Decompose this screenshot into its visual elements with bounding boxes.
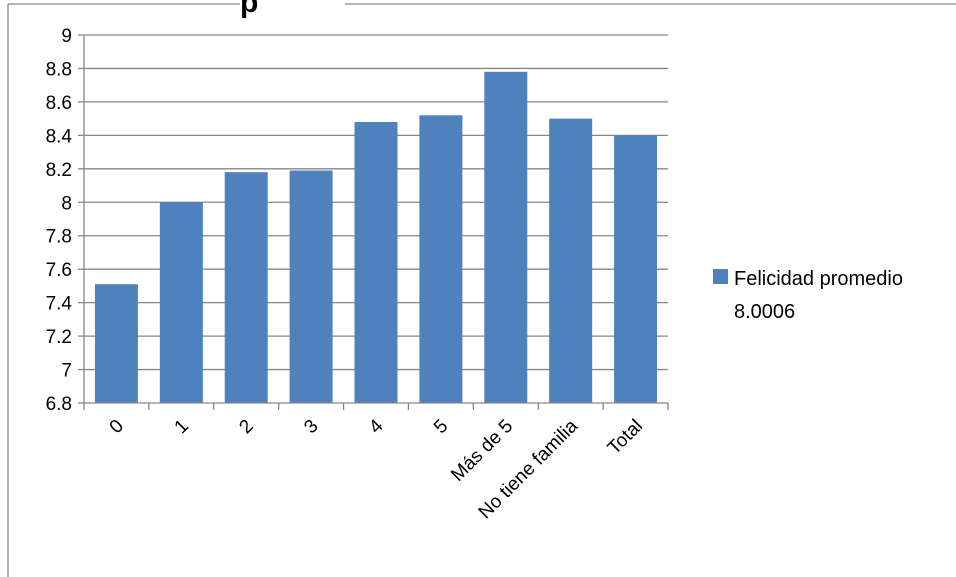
chart-frame [7,3,956,577]
x-category-label: 4 [365,415,388,438]
y-tick-label: 8.4 [46,126,73,147]
y-tick-label: 7.8 [46,227,72,248]
y-tick-label: 8.2 [46,160,72,181]
bar [94,284,138,403]
bar [224,172,268,403]
chart-title-fragment: p [240,0,258,19]
y-tick-label: 7.6 [46,260,72,281]
y-tick-label: 9 [61,26,72,47]
legend: Felicidad promedio 8.0006 [713,268,903,323]
y-tick-label: 7 [61,361,72,382]
x-category-label: 0 [106,416,128,438]
y-tick-label: 8 [61,193,72,214]
x-category-label: 2 [235,416,257,438]
bar [289,170,333,403]
x-category-label: 1 [171,416,193,438]
y-tick-label: 8.6 [46,93,72,114]
x-category-label: Total [604,416,647,459]
axes [83,35,669,410]
legend-label-line1: Felicidad promedio [734,268,903,290]
bar [159,202,203,403]
y-tick-label: 7.4 [46,294,73,315]
legend-label-line2: 8.0006 [734,301,795,323]
bar [484,71,528,404]
y-tick-label: 8.8 [46,59,72,80]
bar [614,135,658,403]
y-tick-label: 6.8 [46,394,72,415]
y-tick-label: 7.2 [46,327,72,348]
bar [419,115,463,404]
x-category-label: 5 [430,416,452,438]
legend-swatch [713,269,728,284]
x-category-label: 3 [300,416,322,438]
y-tick-labels: 6.8 7 7.2 7.4 7.6 7.8 8 8.2 8.4 8.6 8.8 9 [46,26,73,415]
bar [549,118,593,404]
bars [94,71,658,404]
bar [354,121,398,404]
